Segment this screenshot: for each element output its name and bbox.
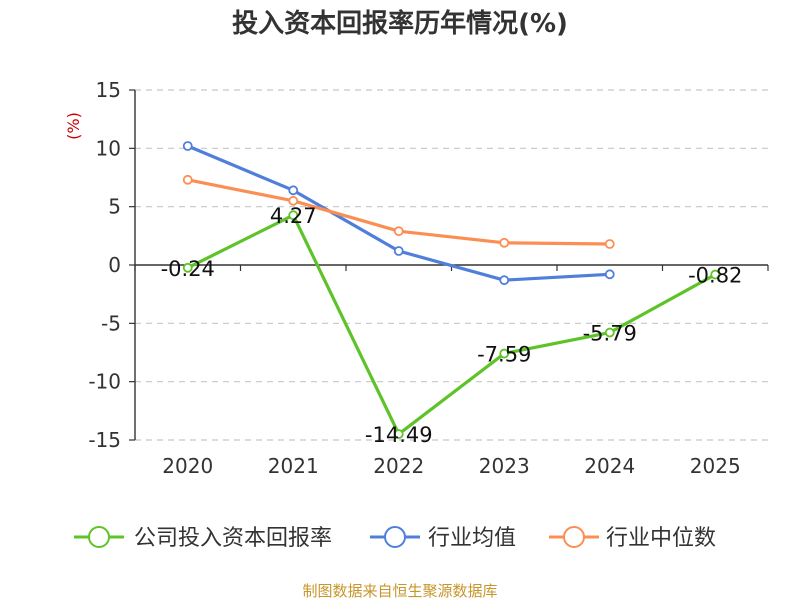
legend-label: 行业均值 — [428, 526, 516, 551]
series-point-0 — [288, 210, 299, 221]
series-line-1 — [186, 144, 612, 282]
x-tick-label-2020: 2020 — [162, 454, 213, 478]
chart-title: 投入资本回报率历年情况(%) — [232, 8, 568, 39]
series-point-0 — [710, 269, 721, 280]
y-tick-label: -5 — [101, 311, 121, 335]
series-point-2 — [604, 239, 615, 249]
legend[interactable]: 公司投入资本回报率 行业均值 行业中位数 — [74, 526, 716, 551]
y-axis-unit: (%) — [64, 112, 83, 140]
data-label: -14.49 — [365, 423, 433, 447]
legend-item-1[interactable]: 行业均值 — [370, 526, 516, 551]
y-tick-label: 5 — [108, 195, 121, 219]
y-tick-label: -10 — [88, 370, 121, 394]
series-point-2 — [393, 226, 404, 237]
y-tick-label: 0 — [108, 253, 121, 277]
x-tick-label-2022: 2022 — [373, 454, 424, 478]
series-line-0 — [186, 213, 717, 436]
x-tick-label-2025: 2025 — [690, 454, 741, 478]
legend-swatch-marker — [88, 526, 110, 548]
legend-label: 公司投入资本回报率 — [134, 526, 332, 551]
y-tick-label: -15 — [88, 428, 121, 452]
series — [182, 141, 721, 439]
series-point-1 — [604, 269, 615, 280]
source-note: 制图数据来自恒生聚源数据库 — [302, 582, 497, 600]
series-point-2 — [288, 195, 299, 206]
data-label: -5.79 — [583, 322, 637, 346]
series-point-0 — [182, 262, 193, 273]
x-tick-label-2024: 2024 — [584, 454, 635, 478]
series-point-2 — [182, 174, 193, 185]
legend-label: 行业中位数 — [606, 526, 716, 551]
series-point-1 — [393, 246, 404, 256]
series-point-1 — [499, 275, 510, 286]
data-label: -0.82 — [688, 264, 742, 288]
series-point-2 — [499, 237, 510, 248]
data-label: -7.59 — [477, 343, 531, 367]
data-label: -0.24 — [161, 257, 215, 281]
legend-swatch-marker — [563, 526, 585, 548]
legend-item-0[interactable]: 公司投入资本回报率 — [74, 526, 332, 551]
series-point-0 — [499, 348, 510, 359]
series-point-0 — [393, 429, 404, 439]
data-label: 4.27 — [270, 204, 317, 228]
legend-item-2[interactable]: 行业中位数 — [549, 526, 716, 551]
x-tick-label-2021: 2021 — [268, 454, 319, 478]
series-point-1 — [182, 141, 193, 151]
y-tick-label: 10 — [96, 136, 121, 160]
series-point-1 — [288, 185, 299, 196]
series-point-0 — [604, 327, 615, 338]
axes: 15 10 5 0 -5 -10 -15 2020 2021 2022 2023 2024 2025 — [88, 78, 769, 478]
data-labels: -0.24 4.27 -14.49 -7.59 -5.79 -0.82 — [161, 204, 743, 447]
x-tick-label-2023: 2023 — [479, 454, 530, 478]
y-tick-label: 15 — [96, 78, 121, 102]
legend-swatch-marker — [384, 526, 406, 548]
